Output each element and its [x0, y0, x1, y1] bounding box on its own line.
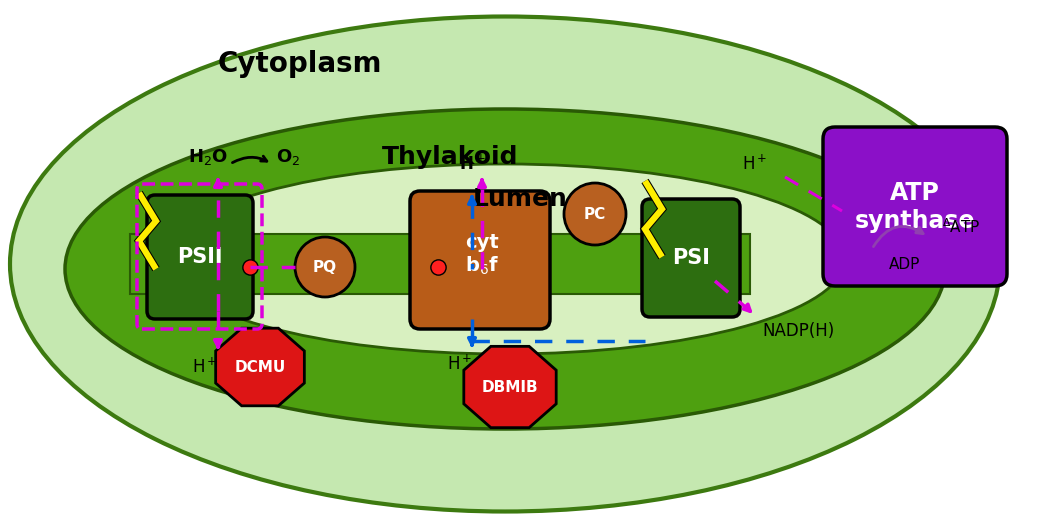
Text: O$_2$: O$_2$: [276, 147, 300, 167]
Ellipse shape: [165, 164, 845, 354]
FancyBboxPatch shape: [642, 199, 740, 317]
Text: PC: PC: [584, 207, 606, 222]
Text: DCMU: DCMU: [234, 360, 286, 375]
Text: DBMIB: DBMIB: [482, 379, 539, 394]
FancyBboxPatch shape: [823, 127, 1007, 286]
Ellipse shape: [65, 109, 945, 429]
FancyBboxPatch shape: [147, 195, 253, 319]
Circle shape: [564, 183, 626, 245]
Text: cyt
b$_6$f: cyt b$_6$f: [465, 233, 499, 277]
Text: H$_2$O: H$_2$O: [188, 147, 228, 167]
Text: $^{\Delta}$ATP: $^{\Delta}$ATP: [942, 217, 981, 236]
FancyArrowPatch shape: [874, 226, 923, 247]
Text: ADP: ADP: [889, 256, 921, 271]
Text: PSII: PSII: [177, 247, 223, 267]
Text: H$^+$: H$^+$: [192, 358, 217, 377]
Text: PSI: PSI: [672, 248, 710, 268]
Text: ATP
synthase: ATP synthase: [855, 181, 975, 233]
Text: Thylakoid: Thylakoid: [382, 145, 519, 169]
FancyBboxPatch shape: [410, 191, 550, 329]
Ellipse shape: [10, 17, 1000, 512]
Text: H$^+$: H$^+$: [742, 154, 768, 174]
Text: Lumen: Lumen: [472, 187, 567, 211]
Text: Cytoplasm: Cytoplasm: [217, 50, 382, 78]
Text: H$^+$: H$^+$: [447, 354, 473, 374]
Text: PQ: PQ: [313, 260, 337, 275]
FancyBboxPatch shape: [130, 234, 750, 294]
Circle shape: [295, 237, 355, 297]
Polygon shape: [464, 346, 556, 428]
Text: H$^+$: H$^+$: [459, 154, 485, 174]
Text: NADP(H): NADP(H): [762, 322, 835, 340]
Polygon shape: [215, 328, 304, 406]
